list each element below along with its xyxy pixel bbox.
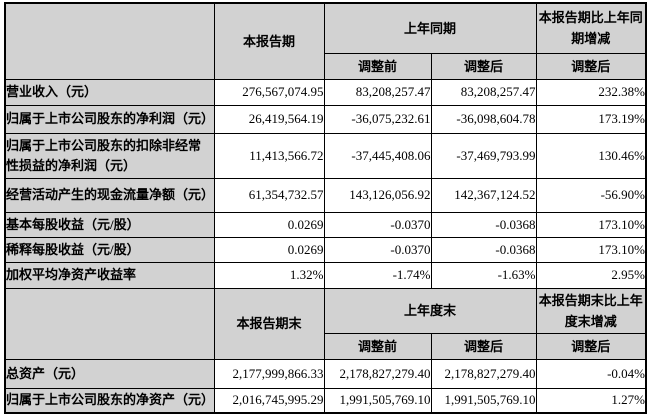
- value-adjust-after: 1,991,505,769.10: [430, 387, 537, 414]
- table-row: 加权平均净资产收益率 1.32% -1.74% -1.63% 2.95%: [4, 261, 647, 289]
- header-current-period: 本报告期: [213, 2, 325, 80]
- row-label: 加权平均净资产收益率: [4, 261, 215, 289]
- value-current-period: 0.0269: [213, 211, 325, 238]
- table-row: 稀释每股收益（元/股） 0.0269 -0.0370 -0.0368 173.1…: [4, 236, 647, 263]
- table-row: 归属于上市公司股东的净利润（元） 26,419,564.19 -36,075,2…: [4, 104, 647, 134]
- value-change: -0.04%: [535, 358, 647, 389]
- header-period-change: 本报告期比上年同期增减: [535, 2, 647, 54]
- header-prior-year-end: 上年度末: [323, 287, 537, 334]
- subheader-change-adjust-after: 调整后: [535, 332, 647, 360]
- value-current-period: 2,177,999,866.33: [213, 358, 325, 389]
- value-change: 232.38%: [535, 78, 647, 106]
- value-adjust-before: -37,445,408.06: [323, 132, 432, 179]
- value-adjust-after: -0.0368: [430, 211, 537, 238]
- row-label: 基本每股收益（元/股）: [4, 211, 215, 238]
- value-change: 173.19%: [535, 104, 647, 134]
- value-adjust-before: 1,991,505,769.10: [323, 387, 432, 414]
- value-adjust-before: -0.0370: [323, 236, 432, 263]
- row-label: 归属于上市公司股东的扣除非经常性损益的净利润（元）: [4, 132, 215, 179]
- value-current-period: 276,567,074.95: [213, 78, 325, 106]
- value-change: 1.27%: [535, 387, 647, 414]
- value-adjust-after: -1.63%: [430, 261, 537, 289]
- row-label: 归属于上市公司股东的净利润（元）: [4, 104, 215, 134]
- value-change: -56.90%: [535, 177, 647, 213]
- corner-blank-cell: [4, 2, 215, 80]
- section2-subheader-row: 调整前 调整后 调整后: [5, 332, 647, 360]
- row-label: 营业收入（元）: [4, 78, 215, 106]
- subheader-adjust-before: 调整前: [323, 332, 432, 360]
- value-current-period: 61,354,732.57: [213, 177, 325, 213]
- table-row: 经营活动产生的现金流量净额（元） 61,354,732.57 143,126,0…: [4, 177, 647, 213]
- value-adjust-after: -0.0368: [430, 236, 537, 263]
- value-current-period: 11,413,566.72: [213, 132, 325, 179]
- table-row: 总资产（元） 2,177,999,866.33 2,178,827,279.40…: [4, 358, 647, 389]
- row-label: 稀释每股收益（元/股）: [4, 236, 215, 263]
- header-current-period-end: 本报告期末: [213, 287, 325, 360]
- value-adjust-before: -1.74%: [323, 261, 432, 289]
- table-row: 归属于上市公司股东的扣除非经常性损益的净利润（元） 11,413,566.72 …: [4, 132, 647, 179]
- value-current-period: 1.32%: [213, 261, 325, 289]
- header-prior-period: 上年同期: [323, 2, 537, 54]
- row-label: 经营活动产生的现金流量净额（元）: [4, 177, 215, 213]
- subheader-adjust-after: 调整后: [430, 52, 537, 80]
- row-label: 总资产（元）: [4, 358, 215, 389]
- section1-subheader-row: 调整前 调整后 调整后: [5, 52, 647, 80]
- table-row: 营业收入（元） 276,567,074.95 83,208,257.47 83,…: [4, 78, 647, 106]
- value-change: 173.10%: [535, 211, 647, 238]
- table-row: 归属于上市公司股东的净资产（元） 2,016,745,995.29 1,991,…: [4, 387, 647, 414]
- value-adjust-before: -36,075,232.61: [323, 104, 432, 134]
- subheader-adjust-after: 调整后: [430, 332, 537, 360]
- subheader-adjust-before: 调整前: [323, 52, 432, 80]
- value-change: 2.95%: [535, 261, 647, 289]
- value-adjust-after: -36,098,604.78: [430, 104, 537, 134]
- value-adjust-before: 83,208,257.47: [323, 78, 432, 106]
- section1-header-row: 本报告期 上年同期 本报告期比上年同期增减: [4, 2, 647, 80]
- value-current-period: 0.0269: [213, 236, 325, 263]
- value-adjust-before: -0.0370: [323, 211, 432, 238]
- value-current-period: 26,419,564.19: [213, 104, 325, 134]
- value-adjust-after: 2,178,827,279.40: [430, 358, 537, 389]
- value-adjust-after: 142,367,124.52: [430, 177, 537, 213]
- row-label: 归属于上市公司股东的净资产（元）: [4, 387, 215, 414]
- section2-header-row: 本报告期末 上年度末 本报告期末比上年度末增减: [4, 287, 647, 360]
- value-current-period: 2,016,745,995.29: [213, 387, 325, 414]
- subheader-change-adjust-after: 调整后: [535, 52, 647, 80]
- value-adjust-after: 83,208,257.47: [430, 78, 537, 106]
- header-period-end-change: 本报告期末比上年度末增减: [535, 287, 647, 334]
- value-adjust-after: -37,469,793.99: [430, 132, 537, 179]
- value-change: 130.46%: [535, 132, 647, 179]
- value-change: 173.10%: [535, 236, 647, 263]
- value-adjust-before: 143,126,056.92: [323, 177, 432, 213]
- table-row: 基本每股收益（元/股） 0.0269 -0.0370 -0.0368 173.1…: [4, 211, 647, 238]
- key-accounting-data-table: 本报告期 上年同期 本报告期比上年同期增减 调整前 调整后 调整后 营业收入（元…: [4, 2, 647, 414]
- value-adjust-before: 2,178,827,279.40: [323, 358, 432, 389]
- corner-blank-cell: [4, 287, 215, 360]
